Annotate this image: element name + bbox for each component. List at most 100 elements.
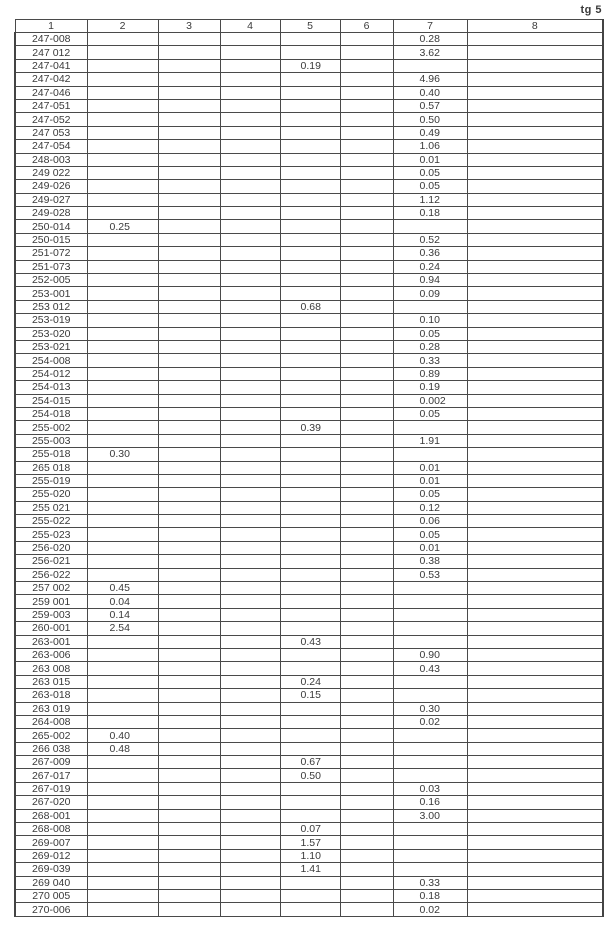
cell-col-3 [157,232,221,248]
cell-col-7 [392,594,468,609]
cell-col-6 [339,795,394,810]
table-row: 247-041 0.19 [14,58,604,74]
cell-col-5: 1.41 [279,862,341,877]
cell-col-3 [157,45,221,60]
cell-col-3 [157,380,221,395]
cell-col-2 [86,473,159,489]
cell-col-3 [157,420,221,435]
cell-col-5 [279,152,341,167]
cell-col-5: 0.24 [279,674,341,690]
cell-col-5 [279,353,341,368]
table-row: 249-027 1.12 [14,192,604,208]
row-id-cell: 267-020 [14,795,88,810]
cell-col-4 [219,862,281,877]
cell-col-8 [466,728,604,743]
cell-col-2 [86,406,159,422]
cell-col-2 [86,647,159,663]
row-id-cell: 265-002 [14,728,88,743]
cell-col-8 [466,888,604,904]
table-row: 249-028 0.18 [14,206,604,221]
cell-col-8 [466,567,604,583]
cell-col-6 [339,219,394,234]
cell-col-8 [466,848,604,864]
cell-col-3 [157,835,221,850]
cell-col-3 [157,406,221,422]
table-row: 251-073 0.24 [14,259,604,275]
cell-col-2 [86,714,159,730]
cell-col-4 [219,567,281,583]
cell-col-7: 3.00 [392,808,468,824]
cell-col-6 [339,473,394,489]
cell-col-3 [157,219,221,234]
table-row: 253-020 0.05 [14,326,604,341]
cell-col-6 [339,85,394,100]
cell-col-6 [339,299,394,315]
cell-col-8 [466,661,604,676]
cell-col-6 [339,848,394,864]
table-row: 251-072 0.36 [14,246,604,261]
cell-col-7: 1.91 [392,433,468,449]
table-row: 253-019 0.10 [14,313,604,328]
cell-col-7: 4.96 [392,72,468,87]
cell-col-4 [219,848,281,864]
cell-col-8 [466,701,604,716]
cell-col-5 [279,661,341,676]
cell-col-8 [466,500,604,516]
cell-col-7: 0.10 [392,313,468,328]
cell-col-4 [219,433,281,449]
row-id-cell: 265 018 [14,460,88,475]
row-id-cell: 268-001 [14,808,88,824]
cell-col-7: 0.05 [392,326,468,341]
row-id-cell: 255-018 [14,447,88,462]
cell-col-4 [219,273,281,288]
cell-col-8 [466,647,604,663]
cell-col-3 [157,647,221,663]
cell-col-7 [392,862,468,877]
cell-col-2: 2.54 [86,621,159,636]
cell-col-2 [86,125,159,141]
cell-col-5 [279,594,341,609]
cell-col-4 [219,58,281,74]
cell-col-6 [339,835,394,850]
cell-col-7: 0.36 [392,246,468,261]
cell-col-8 [466,406,604,422]
cell-col-8 [466,45,604,60]
cell-col-3 [157,527,221,542]
cell-col-2 [86,527,159,542]
cell-col-8 [466,527,604,542]
cell-col-5 [279,567,341,583]
cell-col-7: 0.05 [392,179,468,194]
table-row: 247 012 3.62 [14,45,604,60]
cell-col-8 [466,607,604,623]
cell-col-8 [466,353,604,368]
cell-col-2 [86,313,159,328]
cell-col-2 [86,339,159,355]
row-id-cell: 259-003 [14,607,88,623]
cell-col-5 [279,433,341,449]
cell-col-4 [219,85,281,100]
cell-col-8 [466,125,604,141]
cell-col-4 [219,768,281,783]
cell-col-4 [219,72,281,87]
cell-col-8 [466,514,604,529]
cell-col-6 [339,647,394,663]
row-id-cell: 256-021 [14,554,88,569]
cell-col-8 [466,688,604,703]
cell-col-5 [279,581,341,596]
cell-col-6 [339,326,394,341]
cell-col-2 [86,902,159,917]
cell-col-4 [219,380,281,395]
cell-col-7: 0.52 [392,232,468,248]
cell-col-3 [157,594,221,609]
column-header-6: 6 [339,19,394,33]
cell-col-5 [279,795,341,810]
cell-col-7: 0.16 [392,795,468,810]
cell-col-5: 0.43 [279,634,341,649]
table-row: 253-021 0.28 [14,339,604,355]
cell-col-5 [279,554,341,569]
cell-col-6 [339,165,394,181]
cell-col-7 [392,822,468,837]
column-header-7: 7 [392,19,468,33]
cell-col-6 [339,741,394,757]
table-row: 263-018 0.15 [14,688,604,703]
